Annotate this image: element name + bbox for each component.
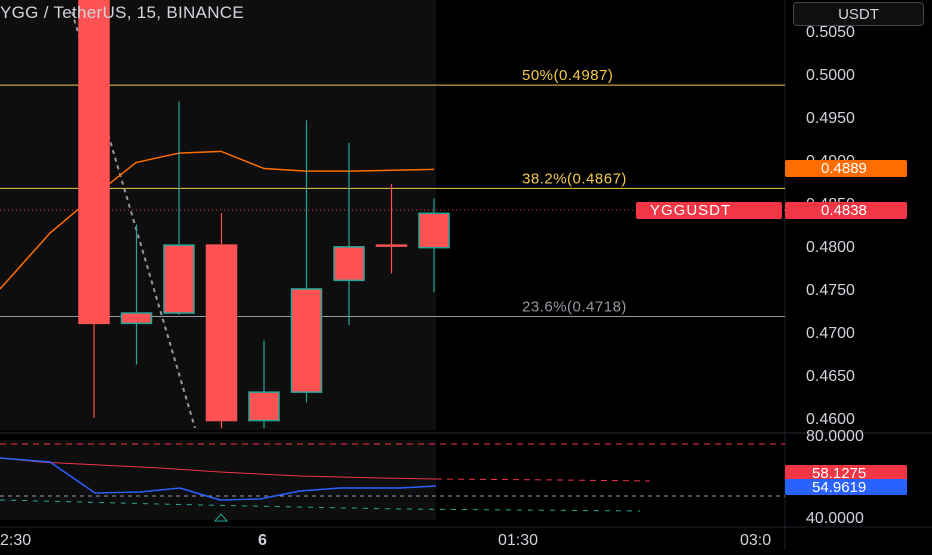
time-tick-2: 6 (258, 532, 267, 549)
price-axis[interactable]: 0.50500.50000.49500.49000.48500.48000.47… (806, 24, 855, 428)
indicator-main-line (0, 457, 437, 501)
moving-average-line (0, 150, 435, 290)
price-tick: 0.4700 (806, 325, 855, 342)
candle-body (290, 288, 323, 393)
price-tick: 0.4600 (806, 411, 855, 428)
price-tick: 0.4800 (806, 239, 855, 256)
currency-button[interactable]: USDT (793, 2, 924, 26)
time-axis[interactable]: 2:30 6 01:30 03:0 (0, 526, 932, 549)
time-tick-4: 03:0 (740, 532, 771, 549)
time-tick-3: 01:30 (498, 532, 538, 549)
indicator-pane-highlight (0, 440, 436, 520)
candle-body (163, 244, 195, 314)
candle-body (120, 312, 153, 325)
ma-price-label: 0.4889 (785, 160, 907, 177)
indicator-label-blue: 54.9619 (812, 479, 866, 496)
indicator-lower-extension (0, 499, 641, 512)
indicator-tick-80: 80.0000 (806, 428, 864, 445)
indicator-signal-extension (435, 478, 651, 482)
candle-body (78, 0, 110, 325)
last-price-label-text: 0.4838 (821, 202, 867, 219)
candle-body (333, 246, 365, 282)
symbol-tag-text: YGGUSDT (650, 202, 731, 219)
candles (78, 0, 450, 429)
price-tick: 0.4650 (806, 368, 855, 385)
price-tick: 0.4950 (806, 110, 855, 127)
candle-body (418, 212, 450, 249)
symbol-price-tag: YGGUSDT (636, 202, 782, 219)
indicator-pane: 80.0000 40.0000 58.1275 54.9619 (0, 428, 907, 527)
fib-level-label: 23.6%(0.4718) (522, 298, 627, 315)
price-tick: 0.5000 (806, 67, 855, 84)
fib-level-label: 50%(0.4987) (522, 67, 613, 84)
candle-body (205, 244, 238, 422)
price-tick: 0.5050 (806, 24, 855, 41)
indicator-label-red: 58.1275 (812, 465, 866, 482)
price-tick: 0.4750 (806, 282, 855, 299)
fib-level-label: 38.2%(0.4867) (522, 170, 627, 187)
ma-price-label-text: 0.4889 (821, 160, 867, 177)
candle-body (248, 391, 280, 422)
candle-body (375, 244, 408, 247)
last-price-label: 0.4838 (785, 202, 907, 219)
indicator-tick-40: 40.0000 (806, 510, 864, 527)
indicator-signal-marker (213, 513, 229, 522)
symbol-title[interactable]: YGG / TetherUS, 15, BINANCE (0, 3, 244, 22)
time-tick-1: 2:30 (0, 532, 31, 549)
